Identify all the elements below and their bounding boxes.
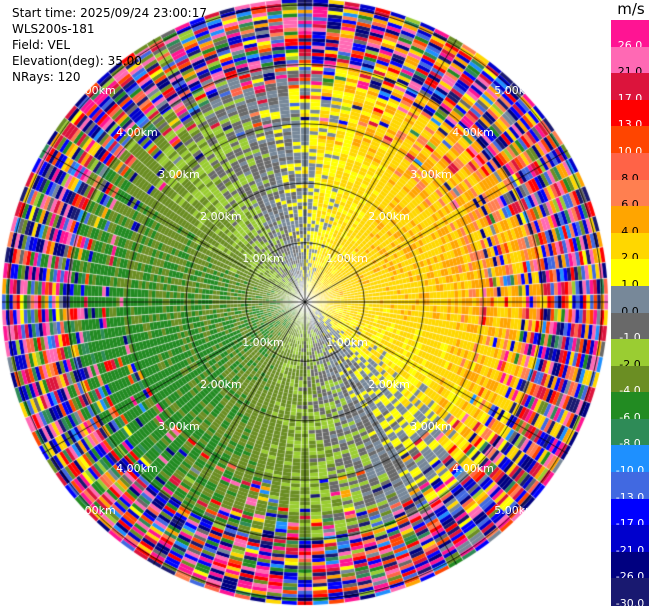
colorbar-segment xyxy=(611,339,649,367)
colorbar-segment xyxy=(611,365,649,393)
range-ring-label: 2.00km xyxy=(200,209,242,223)
colorbar-segment xyxy=(611,392,649,420)
colorbar: 26.0 21.0 17.0 13.0 10.0 8.0 6.0 4.0 2.0 1.0 0.0 -1… xyxy=(611,20,649,610)
colorbar-unit: m/s xyxy=(617,0,645,18)
range-ring-label: 4.00km xyxy=(116,125,158,139)
range-ring-label: 4.00km xyxy=(452,125,494,139)
colorbar-segment xyxy=(611,46,649,74)
range-ring-label: 5.00km xyxy=(494,504,536,518)
range-ring-label: 3.00km xyxy=(158,167,200,181)
colorbar-segment xyxy=(611,73,649,101)
colorbar-segment xyxy=(611,179,649,207)
range-ring-label: 4.00km xyxy=(116,462,158,476)
nrays-label: NRays: 120 xyxy=(12,70,81,84)
range-ring-label: 3.00km xyxy=(158,420,200,434)
colorbar-segment xyxy=(611,20,649,48)
range-ring-label: 5.00km xyxy=(494,83,536,97)
range-ring-label: 1.00km xyxy=(326,336,368,349)
colorbar-segment xyxy=(611,285,649,314)
range-ring-label: 2.00km xyxy=(368,209,410,223)
colorbar-segment xyxy=(611,498,649,526)
colorbar-segment xyxy=(611,152,649,181)
colorbar-tick-label: -30.0 xyxy=(615,597,645,610)
colorbar-segment xyxy=(611,551,649,579)
colorbar-segment xyxy=(611,578,649,606)
range-ring-label: 5.00km xyxy=(74,83,116,97)
range-ring-label: 1.00km xyxy=(326,251,368,265)
colorbar-segment xyxy=(611,472,649,500)
colorbar-segment xyxy=(611,126,649,154)
range-ring-label: 2.00km xyxy=(368,378,410,392)
range-ring-label: 2.00km xyxy=(200,378,242,392)
field-label: Field: VEL xyxy=(12,38,71,52)
colorbar-segment xyxy=(611,206,649,234)
colorbar-segment xyxy=(611,418,649,447)
colorbar-segment xyxy=(611,445,649,473)
colorbar-segment xyxy=(611,259,649,287)
colorbar-segment xyxy=(611,312,649,340)
range-ring-label: 5.00km xyxy=(74,504,116,518)
range-ring-label: 4.00km xyxy=(452,462,494,476)
range-ring-label: 1.00km xyxy=(242,336,284,349)
elevation-label: Elevation(deg): 35.00 xyxy=(12,54,142,68)
colorbar-segment xyxy=(611,232,649,260)
start-time-label: Start time: 2025/09/24 23:00:17 xyxy=(12,6,207,20)
range-ring-label: 1.00km xyxy=(242,251,284,265)
colorbar-segment xyxy=(611,525,649,553)
range-ring-label: 3.00km xyxy=(410,167,452,181)
range-ring-label: 3.00km xyxy=(410,420,452,434)
instrument-label: WLS200s-181 xyxy=(12,22,95,36)
colorbar-segment xyxy=(611,99,649,127)
